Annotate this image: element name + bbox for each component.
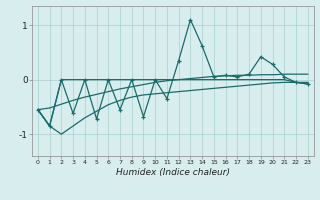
X-axis label: Humidex (Indice chaleur): Humidex (Indice chaleur) — [116, 168, 230, 177]
